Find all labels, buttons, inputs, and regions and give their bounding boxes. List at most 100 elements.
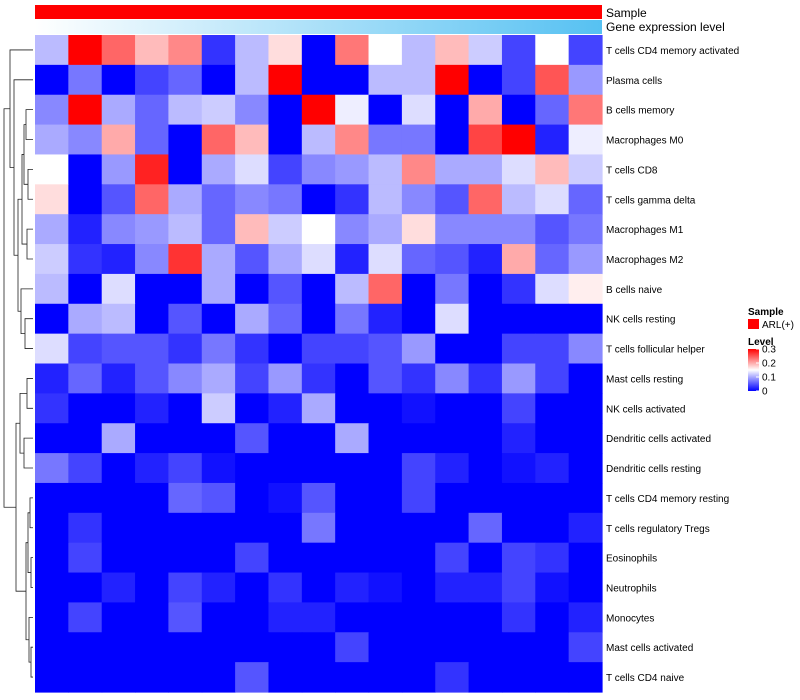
heatmap-cell (135, 542, 170, 574)
legend-level-tick-label: 0 (762, 387, 768, 398)
row-label: B cells naive (606, 285, 663, 296)
heatmap-cell (235, 363, 270, 394)
heatmap-cell (535, 542, 570, 574)
heatmap-cell (101, 602, 136, 633)
row-label: NK cells activated (606, 404, 685, 415)
heatmap-cell (501, 273, 536, 305)
heatmap-cell (401, 632, 436, 663)
heatmap-cell (335, 393, 370, 424)
heatmap-cell (135, 303, 170, 335)
legend: Sample ARL(+) Level 0.3 0.2 0.1 0 (748, 307, 794, 398)
heatmap-cell (268, 572, 303, 604)
heatmap-cell (401, 333, 436, 365)
heatmap-cell (201, 333, 236, 365)
heatmap-cell (35, 35, 69, 66)
heatmap-cell (535, 154, 570, 185)
heatmap-cell (268, 512, 303, 544)
sample-track-label: Sample (606, 6, 647, 20)
heatmap-cell (101, 542, 136, 574)
heatmap-cell (501, 94, 536, 126)
dendrogram-branch (26, 378, 33, 409)
heatmap-cell (301, 632, 336, 663)
heatmap-cell (335, 542, 370, 574)
heatmap-cell (435, 602, 470, 633)
heatmap-cell (501, 64, 536, 96)
dendrogram-branch (24, 318, 33, 349)
heatmap-cell (68, 303, 103, 335)
heatmap-cell (368, 184, 403, 215)
heatmap-cell (201, 303, 236, 335)
legend-level-tick-label: 0.3 (762, 345, 776, 356)
heatmap-cell (568, 64, 603, 96)
heatmap-cell (568, 333, 603, 365)
heatmap-cell (135, 64, 170, 96)
heatmap-cell (201, 453, 236, 484)
heatmap-cell (401, 393, 436, 424)
row-label: Mast cells activated (606, 643, 693, 654)
heatmap-cell (401, 662, 436, 693)
heatmap-cell (35, 124, 69, 156)
heatmap-cell (335, 244, 370, 275)
row-label: B cells memory (606, 106, 674, 117)
heatmap-cell (568, 602, 603, 633)
heatmap-cell (135, 572, 170, 604)
heatmap-cell (535, 333, 570, 365)
heatmap-cell (35, 393, 69, 424)
heatmap-cell (535, 572, 570, 604)
heatmap-cell (435, 303, 470, 335)
dendrogram-branch (20, 288, 33, 335)
heatmap-cell (468, 363, 503, 394)
heatmap-cell (368, 35, 403, 66)
heatmap-cell (35, 184, 69, 215)
heatmap-cell (568, 542, 603, 574)
heatmap-cell (368, 393, 403, 424)
heatmap-cell (35, 303, 69, 335)
heatmap-cell (335, 64, 370, 96)
heatmap-cell (35, 453, 69, 484)
heatmap-cell (568, 94, 603, 126)
heatmap-cell (135, 124, 170, 156)
heatmap-cell (368, 124, 403, 156)
heatmap-cell (35, 333, 69, 365)
heatmap-cell (68, 393, 103, 424)
heatmap-cell (301, 94, 336, 126)
heatmap-cell (268, 124, 303, 156)
heatmap-cell (101, 154, 136, 185)
heatmap-cell (68, 512, 103, 544)
heatmap-cell (368, 363, 403, 394)
heatmap-cell (201, 35, 236, 66)
heatmap-cell (168, 632, 203, 663)
heatmap-cell (401, 154, 436, 185)
heatmap-cell (335, 273, 370, 305)
heatmap-cell (335, 154, 370, 185)
heatmap-cell (568, 273, 603, 305)
heatmap-cell (535, 214, 570, 245)
heatmap-cell (68, 333, 103, 365)
heatmap-cell (68, 602, 103, 633)
heatmap-cell (168, 184, 203, 215)
heatmap-cell (135, 482, 170, 514)
legend-sample-swatch (748, 319, 759, 329)
heatmap-cell (501, 333, 536, 365)
heatmap-cell (368, 214, 403, 245)
heatmap-cell (435, 423, 470, 454)
heatmap-cell (201, 214, 236, 245)
heatmap-cell (268, 184, 303, 215)
heatmap-cell (468, 124, 503, 156)
heatmap-cell (501, 632, 536, 663)
heatmap-cell (535, 512, 570, 544)
heatmap-cell (201, 184, 236, 215)
heatmap-cell (101, 303, 136, 335)
heatmap-cell (235, 662, 270, 693)
heatmap-cell (235, 184, 270, 215)
heatmap-cell (101, 512, 136, 544)
heatmap-cell (568, 154, 603, 185)
heatmap-cell (135, 662, 170, 693)
heatmap-cell (268, 35, 303, 66)
heatmap-cell (368, 303, 403, 335)
heatmap-cell (235, 94, 270, 126)
dendrogram-branch (26, 228, 33, 260)
heatmap-cell (268, 273, 303, 305)
heatmap-cell (68, 542, 103, 574)
